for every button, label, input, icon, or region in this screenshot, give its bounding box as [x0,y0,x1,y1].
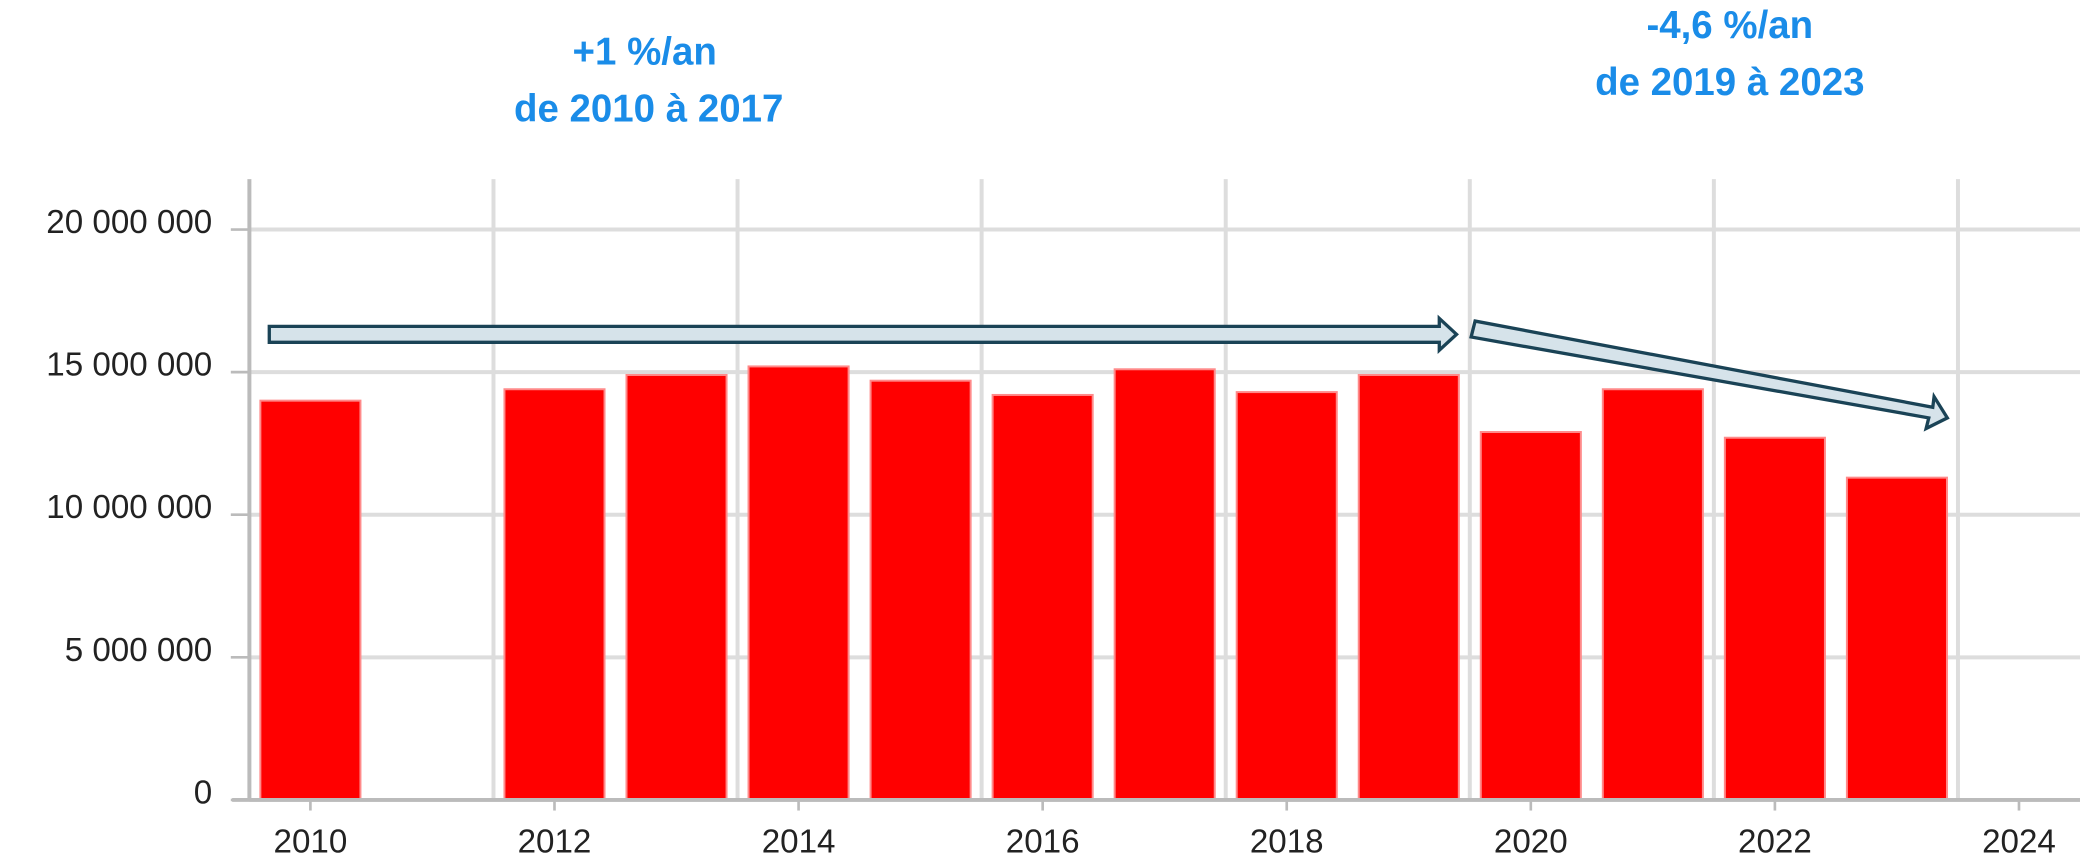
bar [1479,431,1582,801]
x-tick-label: 2012 [518,823,592,860]
trend-arrow [267,314,1459,355]
bar [259,399,362,801]
bar [625,373,728,801]
x-tick-label: 2016 [1006,823,1080,860]
trend-arrow [1469,319,1950,432]
y-tick-label: 10 000 000 [46,489,212,526]
bar [503,388,606,801]
bar [1113,368,1216,801]
x-tick-label: 2014 [762,823,836,860]
x-tick-label: 2022 [1738,823,1812,860]
bar [1723,436,1826,801]
bar [869,379,972,801]
y-tick-label: 20 000 000 [46,204,212,241]
bar [1357,373,1460,801]
bar [991,393,1094,801]
x-tick-label: 2018 [1250,823,1324,860]
annotation: de 2010 à 2017 [514,88,783,131]
bar [747,365,850,801]
x-tick-label: 2024 [1982,823,2056,860]
bar [1235,391,1338,801]
x-tick-label: 2020 [1494,823,1568,860]
bars [259,365,1948,801]
x-tick-label: 2010 [274,823,348,860]
annotation: -4,6 %/an [1646,4,1813,47]
annotation: +1 %/an [573,31,717,74]
annotation: de 2019 à 2023 [1595,61,1864,104]
y-tick-label: 5 000 000 [65,632,213,669]
bar [1845,476,1948,801]
y-tick-label: 0 [194,774,212,811]
bar [1601,388,1704,801]
y-tick-label: 15 000 000 [46,347,212,384]
